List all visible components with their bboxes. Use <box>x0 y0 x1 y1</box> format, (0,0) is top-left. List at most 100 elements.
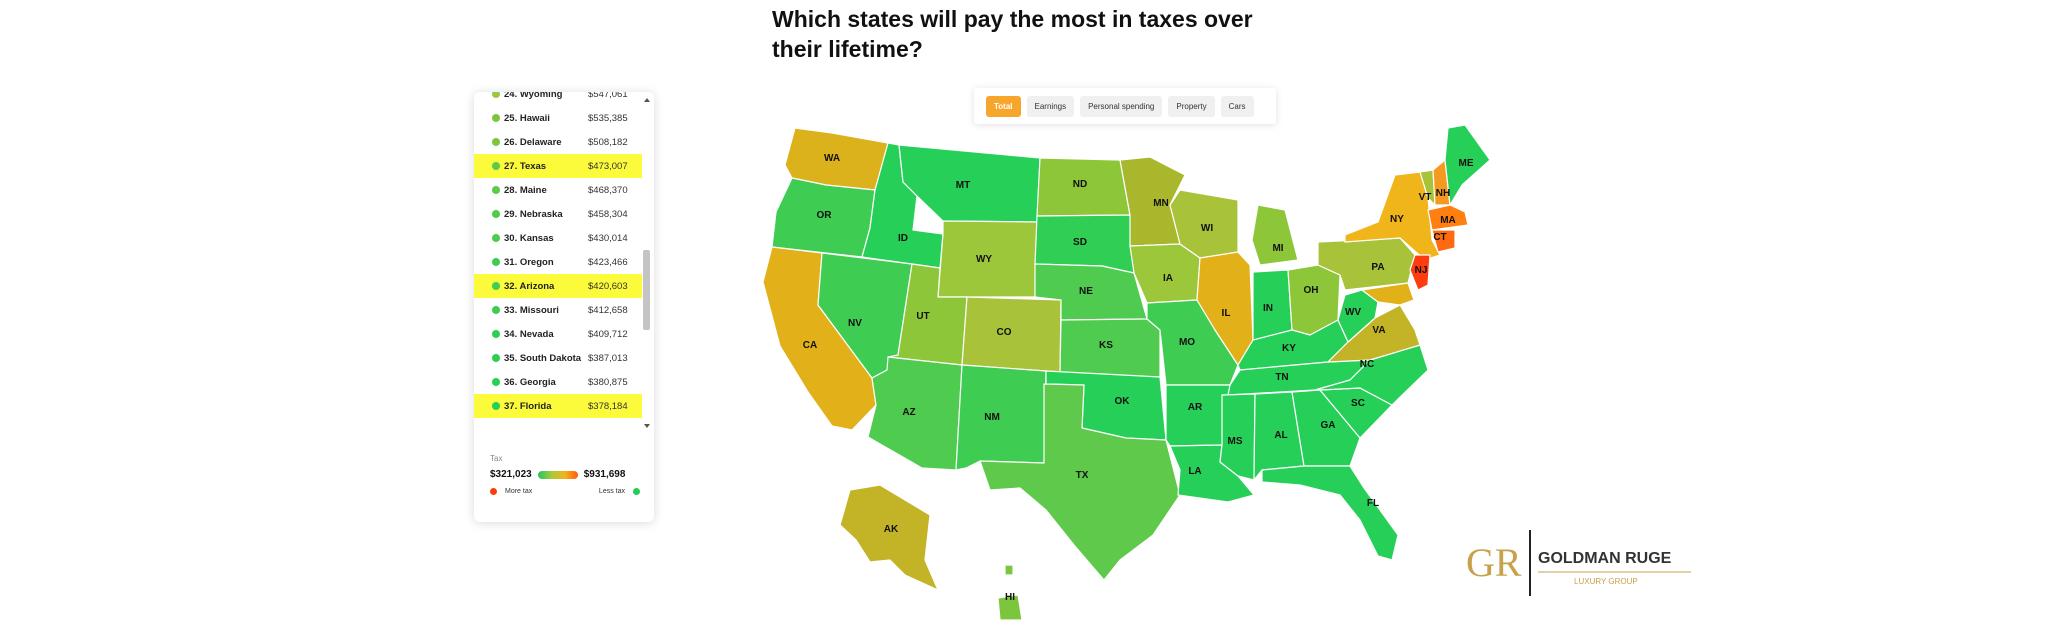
legend-less: Less tax <box>598 488 625 495</box>
state-label-sd: SD <box>1073 237 1087 248</box>
rank-state-label: 32. Arizona <box>504 280 555 292</box>
ranking-row[interactable]: 29. Nebraska $458,304 <box>474 202 642 226</box>
ranking-row[interactable]: 30. Kansas $430,014 <box>474 226 642 250</box>
ranking-row[interactable]: 27. Texas $473,007 <box>474 154 642 178</box>
rank-dot-icon <box>492 330 500 338</box>
scroll-thumb[interactable] <box>643 250 650 330</box>
state-label-oh: OH <box>1304 285 1319 296</box>
rank-dot-icon <box>492 114 500 122</box>
rank-state-label: 37. Florida <box>504 400 552 412</box>
rank-value: $420,603 <box>588 280 628 292</box>
state-label-sc: SC <box>1351 398 1365 409</box>
tab-earnings[interactable]: Earnings <box>1026 95 1075 117</box>
legend-more: More tax <box>505 488 533 495</box>
state-mi[interactable] <box>1251 204 1299 266</box>
ranking-row[interactable]: 26. Delaware $508,182 <box>474 130 642 154</box>
ranking-row[interactable]: 25. Hawaii $535,385 <box>474 106 642 130</box>
scrollbar[interactable] <box>642 98 651 428</box>
ranking-row[interactable]: 34. Nevada $409,712 <box>474 322 642 346</box>
state-label-ga: GA <box>1321 420 1336 431</box>
state-co[interactable] <box>961 296 1062 373</box>
state-label-co: CO <box>997 327 1012 338</box>
less-tax-dot-icon <box>633 488 640 495</box>
rank-dot-icon <box>492 378 500 386</box>
state-ct[interactable] <box>1431 229 1456 253</box>
state-label-ok: OK <box>1115 396 1131 407</box>
state-ar[interactable] <box>1165 384 1231 447</box>
state-label-nd: ND <box>1073 179 1087 190</box>
state-label-ak: AK <box>884 524 899 535</box>
rank-value: $458,304 <box>588 208 628 220</box>
state-label-az: AZ <box>902 407 915 418</box>
state-nc[interactable] <box>1314 344 1429 406</box>
ranking-row[interactable]: 33. Missouri $412,658 <box>474 298 642 322</box>
ranking-row[interactable]: 31. Oregon $423,466 <box>474 250 642 274</box>
state-label-ny: NY <box>1390 214 1404 225</box>
ranking-panel: 24. Wyoming $547,061 25. Hawaii $535,385 26.… <box>474 92 654 522</box>
state-label-ut: UT <box>916 311 929 322</box>
state-hi-islet <box>1004 564 1014 576</box>
state-nm[interactable] <box>955 364 1047 471</box>
state-label-mn: MN <box>1153 198 1169 209</box>
state-label-vt: VT <box>1419 192 1432 203</box>
state-label-hi: HI <box>1005 592 1015 603</box>
state-md[interactable] <box>1361 282 1415 306</box>
state-ma[interactable] <box>1427 204 1469 231</box>
state-label-ky: KY <box>1282 343 1296 354</box>
state-label-wv: WV <box>1345 307 1361 318</box>
rank-value: $380,875 <box>588 376 628 388</box>
rank-dot-icon <box>492 92 500 98</box>
state-ny[interactable] <box>1344 171 1441 261</box>
state-label-va: VA <box>1372 325 1385 336</box>
state-label-me: ME <box>1459 158 1474 169</box>
tab-cars[interactable]: Cars <box>1220 95 1254 117</box>
state-label-il: IL <box>1222 308 1231 319</box>
state-ak[interactable] <box>839 484 939 591</box>
color-legend: Tax $321,023 $931,698 More tax Less tax <box>490 454 640 495</box>
logo-tagline: LUXURY GROUP <box>1574 577 1638 586</box>
state-ks[interactable] <box>1059 318 1161 378</box>
rank-value: $535,385 <box>588 112 628 124</box>
state-label-or: OR <box>817 210 833 221</box>
rank-dot-icon <box>492 186 500 194</box>
ranking-row[interactable]: 37. Florida $378,184 <box>474 394 642 418</box>
goldman-ruge-logo: GR GOLDMAN RUGE LUXURY GROUP <box>1466 530 1691 596</box>
logo-name: GOLDMAN RUGE <box>1538 550 1672 567</box>
rank-value: $378,184 <box>588 400 628 412</box>
rank-dot-icon <box>492 354 500 362</box>
state-hi[interactable] <box>997 594 1023 621</box>
state-label-ca: CA <box>803 340 817 351</box>
scroll-down-icon[interactable] <box>644 424 650 428</box>
state-label-wy: WY <box>976 254 992 265</box>
rank-state-label: 30. Kansas <box>504 232 554 244</box>
state-label-ct: CT <box>1433 232 1446 243</box>
tab-personal-spending[interactable]: Personal spending <box>1080 95 1163 117</box>
state-nj[interactable] <box>1409 254 1431 291</box>
ranking-row[interactable]: 32. Arizona $420,603 <box>474 274 642 298</box>
scroll-up-icon[interactable] <box>644 98 650 102</box>
ranking-list[interactable]: 24. Wyoming $547,061 25. Hawaii $535,385 26.… <box>474 92 644 434</box>
category-tabs: Total Earnings Personal spending Propert… <box>974 88 1276 124</box>
ranking-row[interactable]: 36. Georgia $380,875 <box>474 370 642 394</box>
legend-min: $321,023 <box>490 469 532 480</box>
state-label-nm: NM <box>984 412 1000 423</box>
ranking-row[interactable]: 24. Wyoming $547,061 <box>474 92 642 106</box>
state-label-al: AL <box>1274 430 1287 441</box>
state-label-nv: NV <box>848 318 862 329</box>
state-fl[interactable] <box>1261 465 1399 561</box>
tab-property[interactable]: Property <box>1168 95 1215 117</box>
legend-label: Tax <box>490 454 503 463</box>
state-label-ks: KS <box>1099 340 1113 351</box>
tab-total[interactable]: Total <box>986 95 1021 117</box>
rank-state-label: 26. Delaware <box>504 136 562 148</box>
ranking-row[interactable]: 35. South Dakota $387,013 <box>474 346 642 370</box>
state-wy[interactable] <box>937 220 1038 298</box>
logo-monogram: GR <box>1466 540 1522 585</box>
rank-value: $468,370 <box>588 184 628 196</box>
state-label-nj: NJ <box>1415 265 1428 276</box>
rank-state-label: 28. Maine <box>504 184 547 196</box>
rank-value: $423,466 <box>588 256 628 268</box>
rank-dot-icon <box>492 258 500 266</box>
state-tx[interactable] <box>979 383 1181 581</box>
ranking-row[interactable]: 28. Maine $468,370 <box>474 178 642 202</box>
